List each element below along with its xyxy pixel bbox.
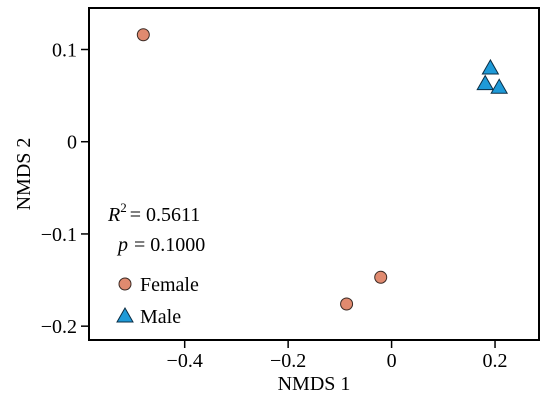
x-axis-title: NMDS 1 bbox=[278, 373, 351, 395]
p-value-text: = 0.1000 bbox=[134, 234, 205, 256]
male-point bbox=[481, 58, 500, 75]
r-squared-value: = 0.5611 bbox=[130, 204, 201, 226]
female-point bbox=[374, 270, 388, 284]
y-axis-ticks: 0.1 0 −0.1 −0.2 bbox=[41, 40, 89, 338]
y-tick-label: 0.1 bbox=[52, 40, 77, 62]
x-tick-label: 0 bbox=[387, 350, 397, 372]
y-tick-label: 0 bbox=[67, 132, 77, 154]
female-point bbox=[340, 297, 354, 311]
x-tick-label: 0.2 bbox=[483, 350, 508, 372]
legend-marker-male bbox=[116, 306, 134, 323]
legend-marker-female bbox=[118, 277, 132, 291]
p-value-annotation: p = 0.1000 bbox=[116, 234, 205, 256]
y-tick-label: −0.1 bbox=[41, 224, 77, 246]
plot-frame bbox=[88, 7, 540, 341]
y-axis-title: NMDS 2 bbox=[13, 138, 35, 211]
r-squared-symbol: R bbox=[107, 204, 120, 226]
legend-label-male: Male bbox=[140, 306, 181, 328]
male-point bbox=[490, 78, 509, 94]
p-value-symbol: p bbox=[116, 234, 128, 256]
x-tick-label: −0.2 bbox=[270, 350, 306, 372]
data-points bbox=[136, 28, 509, 311]
r-squared-annotation: R2 = 0.5611 bbox=[107, 200, 200, 226]
y-tick-label: −0.2 bbox=[41, 316, 77, 338]
x-tick-label: −0.4 bbox=[167, 350, 203, 372]
female-point bbox=[136, 28, 150, 42]
legend: Female Male bbox=[116, 274, 199, 328]
x-axis-ticks: −0.4 −0.2 0 0.2 bbox=[167, 340, 508, 372]
legend-label-female: Female bbox=[140, 274, 199, 296]
male-point bbox=[476, 74, 495, 91]
r-squared-superscript: 2 bbox=[120, 200, 127, 215]
